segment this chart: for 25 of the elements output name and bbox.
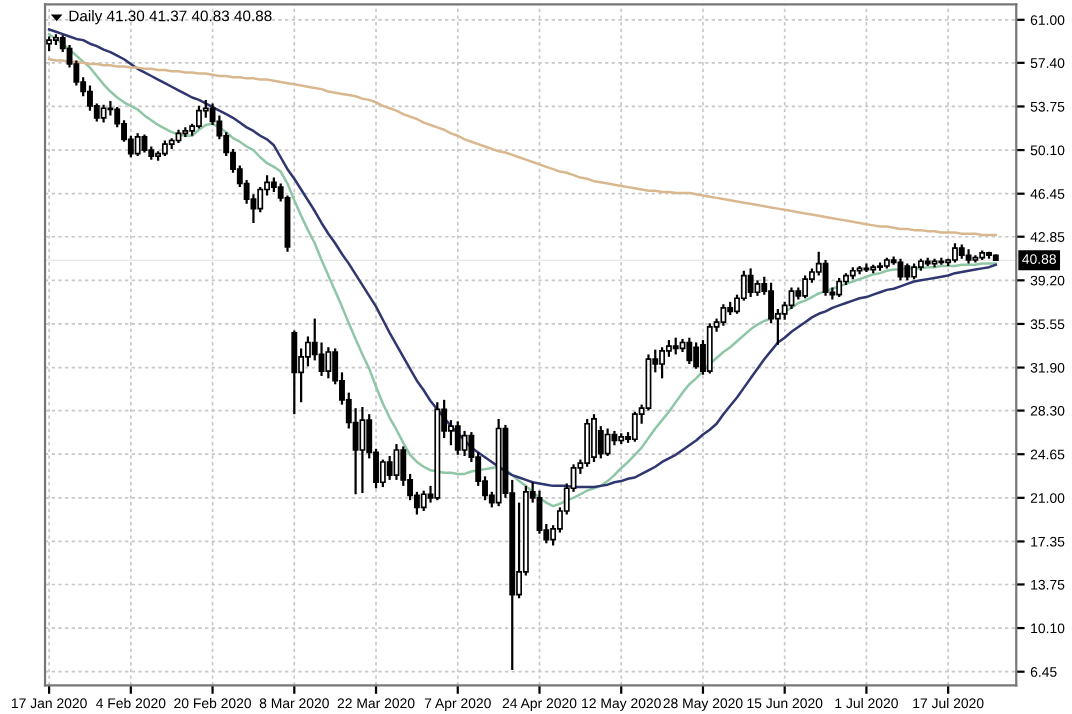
candlestick [706, 322, 713, 375]
candlestick [631, 410, 638, 443]
candlestick [291, 329, 298, 416]
candlestick [597, 425, 604, 460]
candlestick [325, 346, 332, 380]
candlestick [952, 242, 958, 264]
candlestick [584, 417, 591, 468]
line-series [47, 58, 998, 237]
candlestick [386, 454, 393, 482]
candlestick [359, 405, 366, 495]
candlestick [604, 427, 611, 458]
candlestick [686, 336, 693, 366]
candlestick [461, 429, 468, 458]
candlestick [420, 489, 427, 513]
candlestick [196, 104, 202, 130]
candlestick [693, 341, 700, 370]
candlestick [747, 267, 754, 299]
candlestick [802, 274, 809, 300]
candlestick [454, 420, 461, 456]
candlestick [379, 458, 386, 489]
candlestick [836, 276, 843, 299]
candlestick [591, 413, 597, 464]
candlestick [134, 132, 141, 158]
candlestick [659, 346, 666, 380]
candlestick [720, 303, 727, 327]
